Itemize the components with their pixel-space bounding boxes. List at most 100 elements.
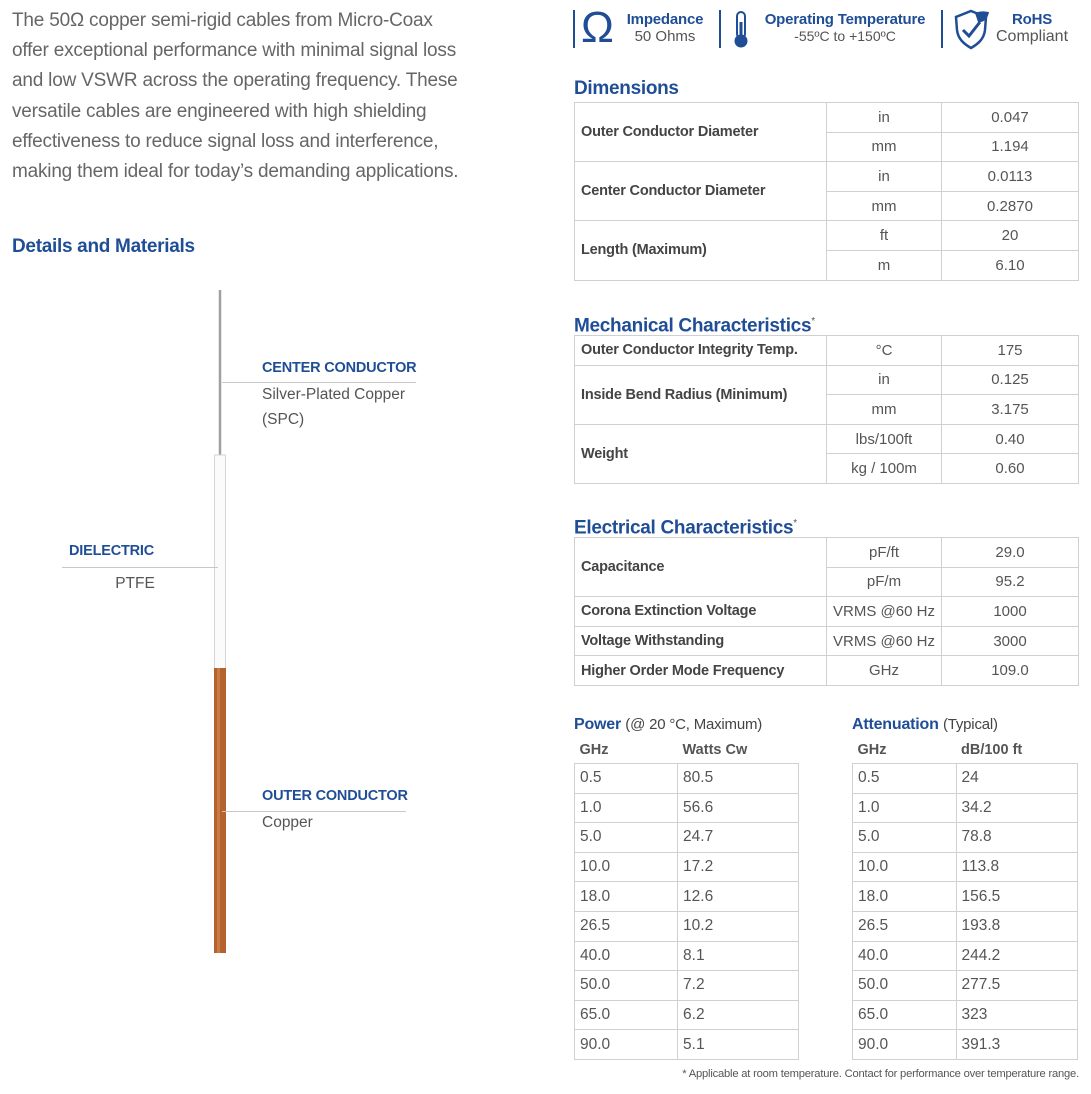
unit: VRMS @60 Hz — [826, 625, 942, 657]
cell: 65.0 — [573, 999, 679, 1031]
table-row: Weight lbs/100ft 0.40 — [574, 423, 1079, 484]
cell: 56.6 — [677, 792, 799, 824]
value: 109.0 — [941, 655, 1079, 686]
badge: Operating Temperature -55ºC to +150ºC — [758, 11, 932, 44]
badge-sub: Compliant — [995, 28, 1069, 45]
cell: 12.6 — [677, 881, 799, 912]
unit: in — [826, 102, 942, 133]
spec-table: Outer Conductor Diameter in 0.047 mm 1.194 Ce… — [574, 101, 1079, 281]
cable-drawing — [214, 290, 226, 953]
table-row: 10.0 113.8 — [852, 851, 1078, 883]
cell: 34.2 — [955, 792, 1078, 824]
table-row: 40.0 8.1 — [573, 940, 799, 972]
section-title: Details and Materials — [12, 236, 195, 257]
label-title: DIELECTRIC — [69, 543, 155, 559]
attenuation-section: Attenuation (Typical) GHz dB/100 ft 0.5 24 1.… — [852, 713, 1078, 1060]
intro-line: effectiveness to reduce signal loss and … — [12, 130, 439, 152]
cell: 10.0 — [852, 851, 957, 883]
cell: 1.0 — [852, 792, 957, 824]
cell: 50.0 — [852, 970, 957, 1001]
cell: 5.0 — [852, 822, 957, 853]
table-row: Length (Maximum) ft 20 — [574, 220, 1079, 281]
unit: mm — [826, 131, 942, 163]
label-title: CENTER CONDUCTOR — [262, 360, 417, 376]
cell: 80.5 — [677, 763, 799, 794]
footnote-mark: * — [793, 518, 797, 529]
divider — [719, 10, 721, 48]
dimensions-section: Dimensions Outer Conductor Diameter in 0.04… — [574, 76, 1079, 281]
column-header: GHz — [579, 742, 609, 758]
row-label: Capacitance — [574, 536, 827, 598]
row-label: Higher Order Mode Frequency — [574, 655, 827, 686]
row-label: Inside Bend Radius (Minimum) — [574, 364, 827, 425]
value: 0.047 — [941, 102, 1079, 133]
cell: 18.0 — [573, 881, 679, 912]
table-row: kg / 100m 0.60 — [575, 453, 1079, 484]
section-title-text: Electrical Characteristics — [574, 517, 794, 539]
divider — [941, 10, 943, 48]
table-row: 18.0 12.6 — [573, 881, 799, 912]
label-title: OUTER CONDUCTOR — [262, 788, 408, 804]
thermometer-icon — [734, 11, 748, 48]
intro-line: versatile cables are engineered with hig… — [12, 100, 427, 122]
cell: 0.5 — [573, 763, 679, 794]
electrical-section: Electrical Characteristics* Capacitance pF… — [574, 511, 1079, 686]
value: 0.60 — [941, 453, 1079, 484]
intro-line: The 50Ω copper semi-rigid cables from Mi… — [12, 10, 433, 31]
table-row: mm 1.194 — [575, 131, 1079, 163]
row-label: Outer Conductor Diameter — [574, 101, 827, 163]
column-header: dB/100 ft — [961, 742, 1023, 758]
value: 6.10 — [941, 249, 1079, 281]
row-label: Length (Maximum) — [574, 220, 827, 281]
unit: pF/ft — [826, 537, 942, 568]
cell: 90.0 — [573, 1029, 679, 1060]
table-row: 18.0 156.5 — [852, 881, 1078, 912]
section-title-text: Attenuation — [852, 716, 939, 733]
table-row: 10.0 17.2 — [573, 851, 799, 883]
divider — [573, 10, 575, 48]
row-label: Weight — [574, 423, 827, 484]
table-row: Voltage Withstanding VRMS @60 Hz 3000 — [574, 625, 1079, 657]
table-row: m 6.10 — [575, 249, 1079, 281]
cell: 18.0 — [852, 881, 957, 912]
unit: mm — [826, 190, 942, 222]
cell: 90.0 — [852, 1029, 957, 1060]
cell: 24 — [955, 763, 1078, 794]
badge-icon: Ω — [581, 3, 614, 52]
leader-line — [62, 567, 218, 568]
unit: ft — [826, 220, 942, 251]
value: 1.194 — [941, 131, 1079, 163]
table-row: 50.0 277.5 — [852, 970, 1078, 1001]
value: 1000 — [941, 596, 1079, 627]
badge: Impedance 50 Ohms — [620, 11, 710, 45]
value: 0.40 — [941, 423, 1079, 455]
value: 20 — [941, 220, 1079, 251]
cell: 10.0 — [573, 851, 679, 883]
value: 95.2 — [941, 566, 1079, 598]
badge-title: RoHS — [1011, 11, 1053, 28]
spec-table: Outer Conductor Integrity Temp. °C 175 Insi… — [574, 335, 1079, 484]
badge-sub: 50 Ohms — [634, 28, 696, 45]
table-row: pF/m 95.2 — [575, 566, 1079, 598]
section-title: Dimensions — [574, 76, 1079, 102]
cell: 323 — [955, 999, 1078, 1031]
unit: GHz — [826, 655, 942, 686]
data-table: GHz Watts Cw 0.5 80.5 1.0 56.6 5.0 24.7 10.0 17.2… — [573, 737, 799, 1060]
unit: in — [826, 161, 942, 192]
power-section: Power (@ 20 °C, Maximum) GHz Watts Cw 0.5 80… — [573, 713, 799, 1060]
section-title: Attenuation (Typical) — [852, 713, 1078, 737]
table-row: Outer Conductor Diameter in 0.047 — [574, 101, 1079, 163]
cell: 6.2 — [677, 999, 799, 1031]
data-table: GHz dB/100 ft 0.5 24 1.0 34.2 5.0 78.8 10.0 113.8… — [852, 737, 1078, 1060]
cell: 1.0 — [573, 792, 679, 824]
cell: 5.1 — [677, 1029, 799, 1060]
table-row: Capacitance pF/ft 29.0 — [574, 536, 1079, 598]
table-row: 90.0 391.3 — [852, 1029, 1078, 1060]
row-label: Corona Extinction Voltage — [574, 596, 827, 627]
section-title-text: Power — [574, 716, 622, 733]
footnote-mark: * — [811, 316, 815, 327]
table-row: mm 0.2870 — [575, 190, 1079, 222]
cell: 193.8 — [955, 910, 1078, 942]
cell: 8.1 — [677, 940, 799, 972]
